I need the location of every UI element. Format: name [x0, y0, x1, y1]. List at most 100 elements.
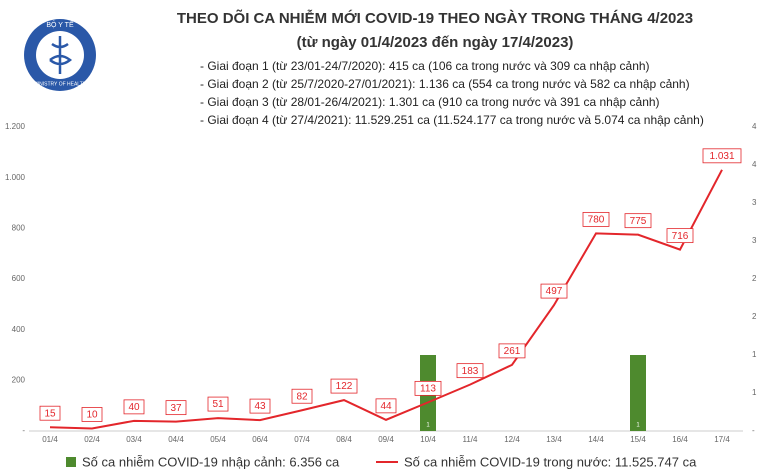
label-box — [375, 398, 397, 414]
label-box — [207, 396, 229, 412]
y-tick-label: 200 — [12, 375, 26, 384]
y2-tick-label: 2 — [752, 274, 757, 283]
y-tick-label: 600 — [12, 274, 26, 283]
y2-tick-label: 3 — [752, 198, 757, 207]
logo: BỘ Y TẾ MINISTRY OF HEALTH — [24, 19, 96, 91]
bar-label: - — [259, 423, 261, 429]
value-label: 10 — [86, 410, 98, 421]
label-box — [540, 283, 568, 299]
y2-tick-label: 1 — [752, 350, 757, 359]
value-label: 122 — [336, 381, 353, 392]
bar-label: - — [679, 423, 681, 429]
label-box — [249, 398, 271, 414]
label-box — [123, 399, 145, 415]
label-box — [624, 213, 652, 229]
x-tick-label: 11/4 — [463, 435, 479, 444]
label-box — [81, 407, 103, 422]
label-box — [666, 228, 694, 244]
bar-label: 1 — [636, 423, 640, 429]
y-tick-label: 1.200 — [5, 122, 26, 131]
logo-symbol — [49, 36, 73, 74]
bar-label: - — [343, 423, 345, 429]
y-tick-label: - — [22, 426, 25, 435]
annotation: - Giai đoạn 2 (từ 25/7/2020-27/01/2021):… — [200, 77, 690, 91]
bar-label: - — [721, 423, 723, 429]
chart-subtitle: (từ ngày 01/4/2023 đến ngày 17/4/2023) — [297, 34, 574, 51]
label-box — [456, 363, 484, 379]
value-label: 51 — [212, 399, 224, 410]
label-box — [39, 405, 61, 421]
label-box — [165, 400, 187, 416]
bar-label: - — [91, 423, 93, 429]
value-label: 716 — [672, 231, 689, 242]
annotation: - Giai đoạn 4 (từ 27/4/2021): 11.529.251… — [200, 113, 704, 127]
annotation: - Giai đoạn 1 (từ 23/01-24/7/2020): 415 … — [200, 59, 650, 73]
bar-label: - — [301, 423, 303, 429]
label-box — [498, 343, 526, 359]
chart-title: THEO DÕI CA NHIỄM MỚI COVID-19 THEO NGÀY… — [177, 9, 693, 27]
value-label: 780 — [588, 215, 605, 226]
bar-label: - — [511, 423, 513, 429]
label-box — [330, 378, 358, 394]
value-label: 15 — [44, 408, 56, 419]
value-label: 497 — [546, 286, 563, 297]
bar-label: - — [49, 423, 51, 429]
value-label: 775 — [630, 216, 647, 227]
x-tick-label: 12/4 — [504, 435, 520, 444]
x-tick-label: 17/4 — [714, 435, 730, 444]
y2-tick-label: 4 — [752, 160, 757, 169]
bar-label: - — [553, 423, 555, 429]
label-box — [582, 211, 610, 227]
bar-label: - — [133, 423, 135, 429]
value-label: 113 — [420, 384, 436, 395]
x-tick-label: 04/4 — [168, 435, 184, 444]
x-tick-label: 09/4 — [378, 435, 394, 444]
bar-label: 1 — [426, 423, 430, 429]
y2-tick-label: 4 — [752, 122, 757, 131]
label-box — [414, 380, 442, 396]
value-label: 1.031 — [709, 151, 734, 162]
value-label: 44 — [380, 401, 392, 412]
x-tick-label: 08/4 — [336, 435, 352, 444]
value-label: 183 — [462, 366, 479, 377]
logo-bottom: MINISTRY OF HEALTH — [34, 81, 87, 87]
label-box — [291, 388, 313, 404]
y-tick-label: 400 — [12, 325, 26, 334]
legend-swatch — [66, 457, 76, 467]
value-label: 37 — [170, 403, 182, 414]
y2-tick-label: - — [752, 426, 755, 435]
x-tick-label: 05/4 — [210, 435, 226, 444]
y2-tick-label: 2 — [752, 312, 757, 321]
annotation: - Giai đoạn 3 (từ 28/01-26/4/2021): 1.30… — [200, 95, 660, 109]
legend-label: Số ca nhiễm COVID-19 nhập cảnh: 6.356 ca — [82, 454, 340, 469]
logo-top: BỘ Y TẾ — [46, 19, 74, 29]
value-label: 40 — [128, 402, 140, 413]
x-tick-label: 01/4 — [42, 435, 58, 444]
bar-label: - — [595, 423, 597, 429]
line — [49, 169, 723, 430]
bar — [630, 355, 646, 431]
x-tick-label: 14/4 — [588, 435, 604, 444]
x-tick-label: 16/4 — [672, 435, 688, 444]
x-tick-label: 06/4 — [252, 435, 268, 444]
x-tick-label: 10/4 — [420, 435, 436, 444]
x-tick-label: 07/4 — [294, 435, 310, 444]
y-tick-label: 800 — [12, 223, 26, 232]
value-label: 261 — [504, 346, 521, 357]
y-tick-label: 1.000 — [5, 173, 26, 182]
x-tick-label: 13/4 — [546, 435, 562, 444]
y2-tick-label: 3 — [752, 236, 757, 245]
legend-label: Số ca nhiễm COVID-19 trong nước: 11.525.… — [404, 454, 697, 469]
bar-label: - — [175, 423, 177, 429]
value-label: 43 — [254, 401, 266, 412]
bar-label: - — [469, 423, 471, 429]
x-tick-label: 02/4 — [84, 435, 100, 444]
x-tick-label: 03/4 — [126, 435, 142, 444]
label-box — [702, 148, 742, 164]
bar-label: - — [217, 423, 219, 429]
bar-label: - — [385, 423, 387, 429]
x-tick-label: 15/4 — [630, 435, 646, 444]
y2-tick-label: 1 — [752, 388, 757, 397]
value-label: 82 — [296, 391, 308, 402]
